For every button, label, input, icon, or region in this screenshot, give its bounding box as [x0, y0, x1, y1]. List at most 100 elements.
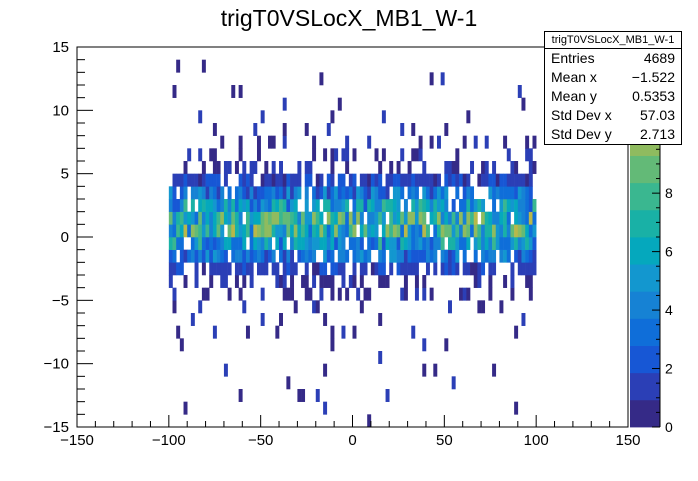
heatmap-cell: [411, 123, 416, 136]
heatmap-cell: [418, 148, 423, 162]
heatmap-cell: [492, 363, 497, 377]
heatmap-cell: [238, 148, 243, 162]
heatmap-cell: [403, 249, 408, 263]
heatmap-cell: [425, 173, 430, 187]
heatmap-cell: [414, 224, 419, 238]
heatmap-cell: [407, 186, 412, 200]
heatmap-cell: [411, 199, 416, 212]
heatmap-cell: [352, 249, 357, 263]
heatmap-cell: [495, 173, 500, 187]
heatmap-cell: [396, 161, 401, 174]
heatmap-cell: [253, 186, 258, 200]
heatmap-cell: [245, 186, 250, 200]
heatmap-cell: [234, 275, 239, 288]
heatmap-cell: [194, 262, 199, 276]
heatmap-cell: [374, 237, 379, 250]
heatmap-cell: [212, 237, 217, 250]
x-tick-label: 100: [524, 432, 549, 449]
heatmap-cell: [466, 224, 471, 238]
heatmap-cell: [407, 249, 412, 263]
colorbar-segment: [630, 372, 660, 401]
y-tick-label: 0: [61, 229, 69, 246]
heatmap-cell: [308, 249, 313, 263]
heatmap-cell: [319, 262, 324, 276]
heatmap-cell: [290, 249, 295, 263]
heatmap-cell: [436, 186, 441, 200]
heatmap-cell: [448, 262, 452, 276]
heatmap-cell: [312, 186, 317, 200]
heatmap-cell: [308, 161, 313, 174]
heatmap-cell: [279, 249, 283, 263]
heatmap-cell: [220, 249, 225, 263]
heatmap-cell: [242, 224, 247, 238]
heatmap-cell: [179, 173, 184, 187]
heatmap-cell: [176, 237, 181, 250]
heatmap-cell: [205, 186, 210, 200]
heatmap-cell: [521, 224, 526, 238]
heatmap-cell: [168, 224, 173, 238]
heatmap-cell: [264, 199, 269, 212]
heatmap-cell: [378, 275, 383, 288]
heatmap-cell: [183, 186, 188, 200]
colorbar-segment: [630, 237, 660, 265]
heatmap-cell: [510, 161, 515, 174]
heatmap-cell: [403, 237, 408, 250]
heatmap-cell: [323, 186, 328, 200]
heatmap-cell: [356, 249, 361, 263]
heatmap-cell: [190, 249, 195, 263]
heatmap-cell: [521, 97, 526, 111]
heatmap-cell: [308, 211, 313, 225]
heatmap-cell: [492, 224, 497, 238]
heatmap-cell: [466, 211, 471, 225]
heatmap-cell: [304, 249, 309, 263]
heatmap-cell: [216, 161, 221, 174]
heatmap-cell: [429, 211, 434, 225]
heatmap-cell: [459, 211, 463, 225]
heatmap-cell: [194, 186, 199, 200]
heatmap-cell: [488, 173, 493, 187]
heatmap-cell: [330, 186, 335, 200]
heatmap-cell: [400, 173, 405, 187]
heatmap-cell: [275, 237, 280, 250]
heatmap-cell: [334, 224, 339, 238]
heatmap-cell: [532, 249, 537, 263]
heatmap-cell: [312, 262, 317, 276]
heatmap-cell: [271, 161, 276, 174]
heatmap-cell: [525, 237, 530, 250]
y-tick-label: 10: [52, 102, 69, 119]
heatmap-cell: [521, 186, 526, 200]
heatmap-cell: [488, 287, 493, 301]
heatmap-cell: [330, 211, 335, 225]
heatmap-cell: [378, 173, 383, 187]
heatmap-cell: [517, 85, 522, 98]
heatmap-cell: [370, 262, 375, 276]
heatmap-cell: [506, 211, 511, 225]
stats-box: trigT0VSLocX_MB1_W-1 Entries 4689 Mean x…: [544, 31, 682, 145]
heatmap-cell: [238, 186, 243, 200]
heatmap-cell: [392, 237, 397, 250]
heatmap-cell: [198, 224, 203, 238]
heatmap-cell: [293, 199, 298, 212]
heatmap-cell: [444, 186, 449, 200]
heatmap-cell: [407, 161, 412, 174]
heatmap-cell: [319, 224, 324, 238]
heatmap-cell: [341, 173, 346, 187]
heatmap-cell: [308, 173, 313, 187]
heatmap-cell: [176, 59, 181, 73]
heatmap-cell: [337, 224, 342, 238]
heatmap-cell: [429, 237, 434, 250]
heatmap-cell: [470, 186, 475, 200]
heatmap-cell: [198, 249, 203, 263]
heatmap-cell: [370, 186, 375, 200]
heatmap-cell: [231, 224, 236, 238]
heatmap-cell: [411, 173, 416, 187]
heatmap-cell: [521, 199, 526, 212]
heatmap-cell: [190, 237, 195, 250]
heatmap-cell: [407, 224, 412, 238]
heatmap-cell: [249, 249, 254, 263]
heatmap-cell: [429, 135, 434, 149]
heatmap-cell: [201, 173, 206, 187]
heatmap-cell: [466, 237, 471, 250]
heatmap-cell: [290, 173, 295, 187]
heatmap-cell: [201, 249, 206, 263]
